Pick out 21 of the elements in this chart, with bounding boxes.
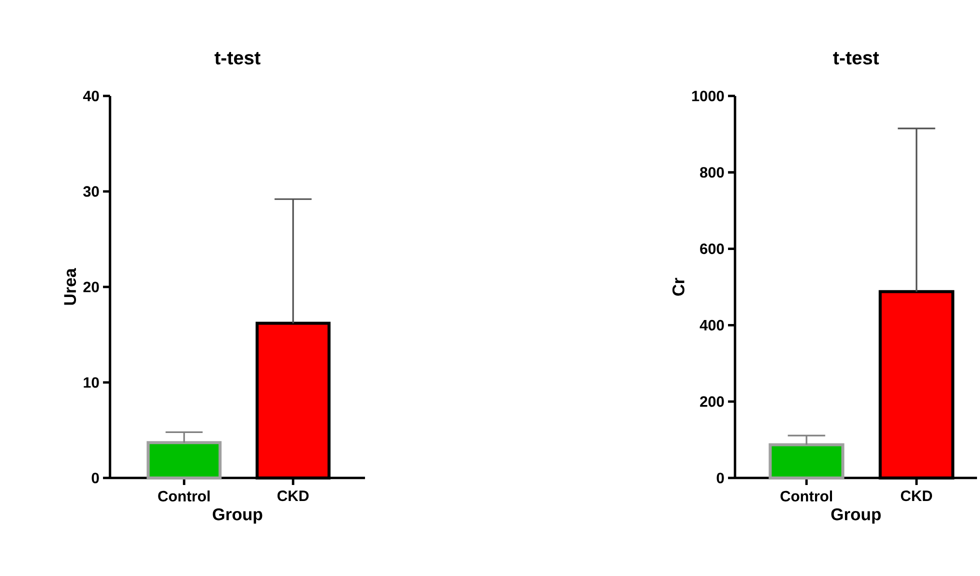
y-tick-label: 0 [92,472,99,484]
y-tick-label: 0 [716,472,724,484]
y-tick-label: 40 [83,90,99,102]
y-tick-label: 600 [700,243,724,254]
x-axis-title: Group [831,508,881,524]
y-tick-label: 200 [700,396,724,407]
y-axis-title: Cr [672,278,684,296]
chart-title: t-test [214,52,260,64]
x-tick-label: Control [158,490,210,502]
y-tick-label: 30 [83,186,99,197]
x-tick-label: CKD [900,490,932,502]
y-tick-label: 400 [700,320,724,330]
y-tick-label: 1000 [692,90,724,102]
y-tick-label: 20 [83,282,99,292]
x-axis-title: Group [212,508,262,524]
y-tick-label: 10 [84,377,99,388]
x-tick-label: CKD [278,490,309,502]
x-tick-label: Control [780,490,832,502]
y-tick-label: 800 [700,167,724,178]
chart-title: t-test [833,52,879,64]
y-axis-title: Urea [64,268,76,305]
